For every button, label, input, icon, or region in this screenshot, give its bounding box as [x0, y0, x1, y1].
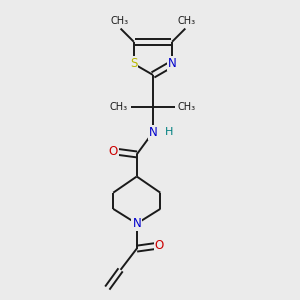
Text: H: H — [165, 127, 174, 137]
Text: CH₃: CH₃ — [110, 102, 128, 112]
Text: O: O — [109, 145, 118, 158]
Text: CH₃: CH₃ — [178, 102, 196, 112]
Text: S: S — [130, 57, 137, 70]
Text: CH₃: CH₃ — [110, 16, 128, 26]
Text: CH₃: CH₃ — [178, 16, 196, 26]
Text: N: N — [168, 57, 177, 70]
Text: N: N — [132, 217, 141, 230]
Text: O: O — [155, 239, 164, 252]
Text: N: N — [148, 126, 157, 139]
